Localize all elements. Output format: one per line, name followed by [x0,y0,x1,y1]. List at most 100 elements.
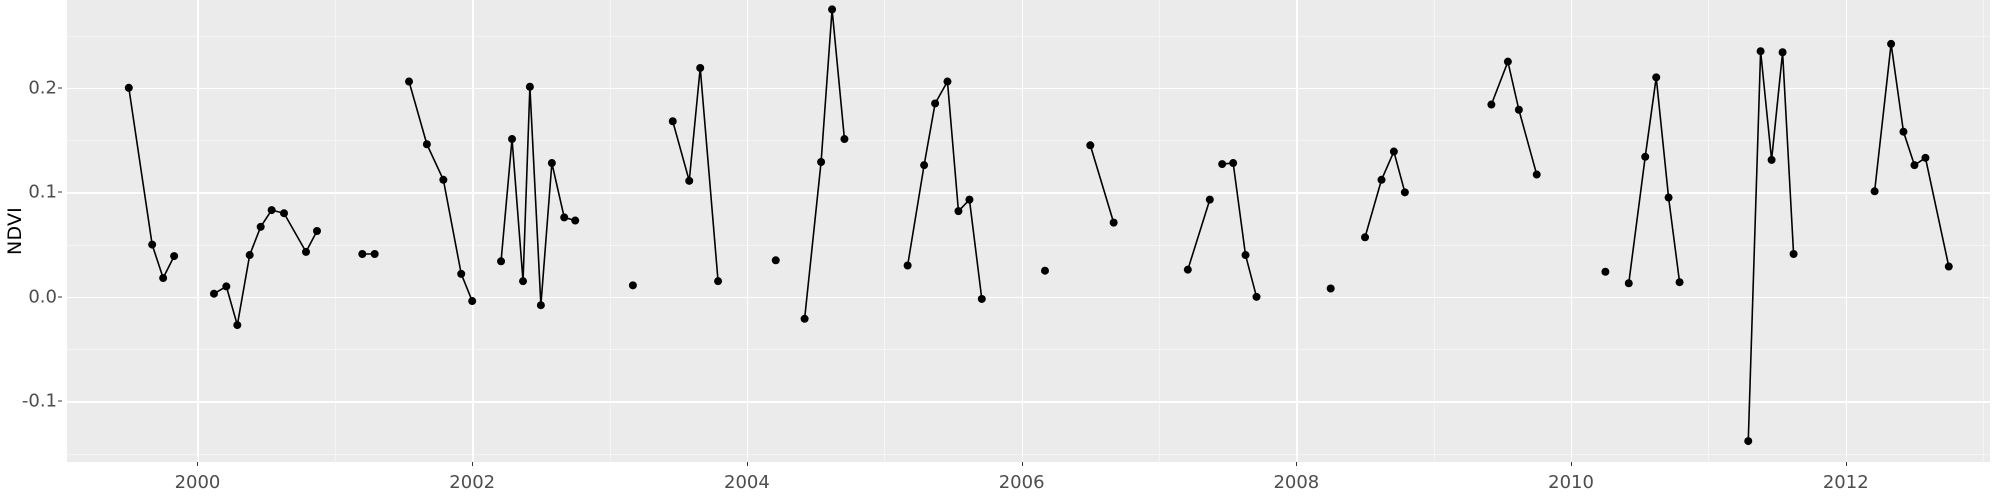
data-point [1326,284,1335,293]
data-point [1870,187,1879,196]
x-axis-tick-mark [1845,462,1847,466]
data-series [1183,195,1214,274]
data-point [256,222,265,231]
x-axis-tick-label: 2004 [724,472,770,493]
data-point [1514,105,1523,114]
y-axis-tick-label: 0.2 [28,77,57,99]
data-point [358,250,367,258]
data-series [1326,284,1335,293]
data-point [828,5,837,14]
gridline-minor-horizontal [67,349,1990,350]
data-point [170,252,179,261]
data-point [943,77,952,86]
data-series [903,77,986,303]
data-point [771,256,780,265]
data-series [771,256,780,265]
gridline-minor-horizontal [67,35,1990,37]
data-point [1652,73,1661,82]
data-point [457,269,466,278]
data-point [267,206,276,215]
data-point [245,251,254,260]
data-series [1870,39,1953,271]
data-series [1218,159,1261,301]
series-line [1873,43,1950,268]
data-point [468,297,477,306]
data-series [628,281,637,290]
data-series [668,63,723,286]
data-point [370,250,379,258]
series-line [500,85,577,307]
data-point [508,135,517,144]
data-series [1744,47,1798,446]
y-axis-tick-mark [58,191,62,193]
data-point [696,63,705,72]
series-line [1364,150,1406,239]
data-point [422,140,431,149]
data-point [903,261,912,270]
x-axis-tick-mark [472,462,474,466]
x-axis-tick-mark [1571,462,1573,466]
data-point [954,207,963,216]
x-axis-tick-label: 2008 [1273,472,1320,493]
data-point [965,195,974,204]
data-point [1910,161,1919,170]
gridline-minor-vertical [1708,0,1710,462]
data-series [1624,73,1684,288]
gridline-major-vertical [197,0,199,462]
series-line [1627,76,1681,285]
data-point [159,274,168,283]
gridline-major-vertical [1021,0,1024,462]
gridline-major-vertical [1571,0,1573,462]
series-line [671,67,719,282]
y-axis-tick-labels: -0.1 0.0 0.1 0.2 [22,0,62,462]
series-line [1221,162,1258,298]
gridline-major-horizontal [67,192,1990,194]
series-line [1089,144,1115,224]
data-point [497,257,506,266]
data-series [1601,267,1610,276]
data-point [931,99,940,108]
series-line [408,80,474,302]
data-point [124,83,133,92]
data-point [1086,141,1095,150]
data-point [920,161,929,170]
gridline-minor-horizontal [67,453,1990,455]
data-point [1744,437,1753,446]
data-point [1109,218,1118,227]
data-point [1252,292,1261,301]
x-axis-tick-label: 2000 [174,472,221,493]
data-point [148,240,157,249]
data-point [439,175,448,184]
data-series [800,5,849,323]
data-point [312,227,321,235]
x-axis-tick-label: 2010 [1548,472,1594,493]
series-line [1490,60,1538,176]
data-point [1040,266,1049,275]
y-axis-tick-label: 0.0 [28,286,57,308]
data-point [800,314,809,323]
data-series [497,82,580,310]
data-series [405,77,477,306]
data-layer [124,5,1953,446]
data-point [1218,160,1227,169]
data-point [1767,155,1776,164]
data-series [124,83,179,283]
data-point [1756,47,1765,56]
data-point [840,135,849,144]
data-point [222,282,231,291]
data-point [1389,147,1398,156]
data-point [714,277,723,286]
plot-panel [67,0,1990,462]
x-axis-tick-labels: 2000 2002 2004 2006 2008 2010 2012 [0,462,2000,500]
data-point [1241,251,1250,260]
data-point [405,77,414,86]
y-axis-title-label: NDVI [4,207,27,255]
data-point [1532,170,1541,179]
data-point [1503,57,1512,66]
gridline-minor-vertical [1433,0,1435,462]
data-point [685,176,694,185]
data-point [302,247,310,256]
data-point [668,117,677,126]
data-point [560,213,569,222]
data-point [547,159,556,168]
